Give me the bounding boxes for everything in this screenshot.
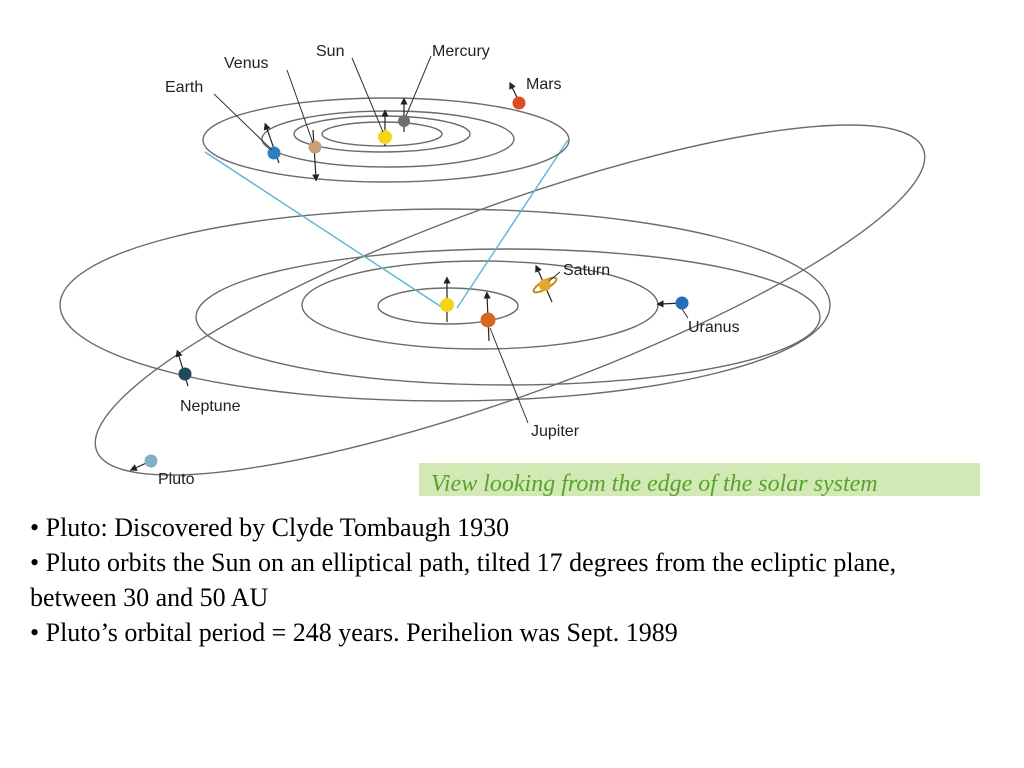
earth-planet	[267, 146, 281, 160]
venus-planet	[308, 140, 322, 154]
bullet-orbit: • Pluto orbits the Sun on an elliptical …	[30, 548, 897, 612]
label-uranus: Uranus	[688, 319, 740, 336]
jupiter-planet	[480, 312, 496, 328]
mars-planet	[512, 96, 526, 110]
label-mars: Mars	[526, 76, 562, 93]
neptune-planet	[178, 367, 192, 381]
bullet-period: • Pluto’s orbital period = 248 years. Pe…	[30, 618, 678, 647]
mercury-orbit	[321, 121, 443, 147]
venus-axis	[312, 129, 320, 182]
label-jupiter: Jupiter	[531, 423, 580, 440]
label-earth: Earth	[165, 79, 203, 96]
sun-pointer	[351, 57, 384, 133]
cone-line-left	[204, 151, 444, 309]
uranus-orbit	[195, 248, 821, 386]
label-saturn: Saturn	[563, 262, 610, 279]
jupiter-orbit	[377, 287, 519, 325]
label-mercury: Mercury	[432, 43, 490, 60]
saturn-pointer	[548, 271, 561, 282]
cone-line-right	[456, 139, 569, 309]
jupiter-pointer	[489, 327, 529, 424]
label-pluto: Pluto	[158, 471, 195, 488]
diagram-caption: View looking from the edge of the solar …	[431, 471, 878, 497]
caption-background	[419, 463, 980, 496]
mars-orbit	[202, 97, 570, 183]
sun-center	[440, 298, 454, 312]
mercury-planet	[398, 115, 410, 127]
uranus-pointer	[681, 308, 689, 319]
uranus-planet	[675, 296, 689, 310]
bullet-list: • Pluto: Discovered by Clyde Tombaugh 19…	[30, 510, 970, 650]
mercury-pointer	[405, 55, 432, 117]
label-neptune: Neptune	[180, 398, 241, 415]
solar-system-diagram: Venus Sun Mercury Earth Mars Saturn Uran…	[59, 43, 980, 497]
label-venus: Venus	[224, 55, 268, 72]
saturn-planet	[539, 279, 551, 291]
neptune-orbit	[59, 208, 831, 402]
pluto-planet	[144, 454, 158, 468]
bullet-discovery: • Pluto: Discovered by Clyde Tombaugh 19…	[30, 513, 510, 542]
pluto-orbit	[94, 124, 926, 476]
sun-top	[378, 130, 392, 144]
label-sun: Sun	[316, 43, 344, 60]
venus-pointer	[286, 69, 314, 144]
earth-pointer	[213, 93, 273, 151]
